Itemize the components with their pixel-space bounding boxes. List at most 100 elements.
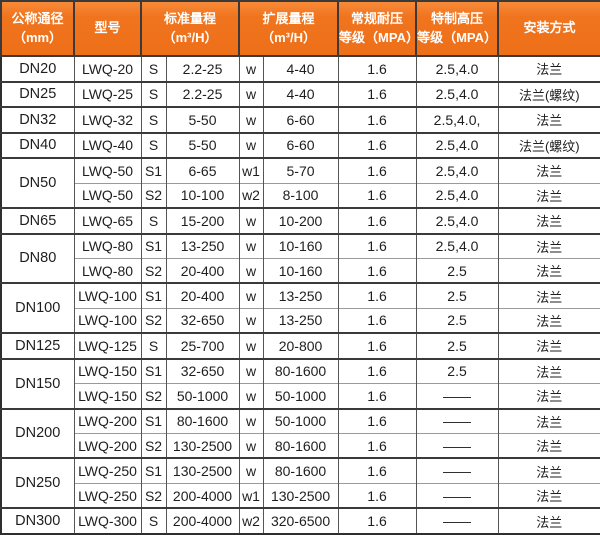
header-ext-line2: （m³/H） <box>261 29 316 45</box>
standard-range-cell: 13-250 <box>165 232 240 259</box>
nominal-diameter-cell: DN250 <box>0 457 75 509</box>
install-method-cell: 法兰 <box>497 482 600 509</box>
regular-pressure-cell: 1.6 <box>337 232 417 259</box>
table-row: LWQ-200 S2 130-2500 w 80-1600 1.6 —— 法兰 <box>1 432 600 459</box>
extended-range-label: w <box>238 232 264 259</box>
table-row: DN20 LWQ-20 S 2.2-25 w 4-40 1.6 2.5,4.0 法兰 <box>0 55 600 82</box>
high-pressure-cell: 2.5 <box>415 282 499 309</box>
model-cell: LWQ-100 <box>73 307 142 334</box>
regular-pressure-cell: 1.6 <box>337 457 417 484</box>
regular-pressure-cell: 1.6 <box>337 55 417 82</box>
standard-range-cell: 2.2-25 <box>165 55 240 82</box>
header-high-line2: 等级（MPA） <box>417 29 497 45</box>
install-method-cell: 法兰 <box>497 257 600 284</box>
regular-pressure-cell: 1.6 <box>337 80 417 108</box>
standard-range-label: S <box>140 206 167 234</box>
install-method-cell: 法兰 <box>497 157 600 184</box>
table-row: LWQ-150 S2 50-1000 w 50-1000 1.6 —— 法兰 <box>1 383 600 409</box>
table-row: LWQ-250 S2 200-4000 w1 130-2500 1.6 —— 法兰 <box>1 482 600 509</box>
standard-range-label: S2 <box>140 383 167 409</box>
install-method-cell: 法兰 <box>497 432 600 459</box>
standard-range-label: S <box>140 80 167 108</box>
extended-range-cell: 6-60 <box>262 131 339 159</box>
high-pressure-cell: 2.5,4.0 <box>415 157 499 184</box>
high-pressure-cell: 2.5,4.0 <box>415 232 499 259</box>
high-pressure-cell: —— <box>415 457 499 484</box>
model-cell: LWQ-200 <box>73 407 142 434</box>
standard-range-cell: 80-1600 <box>165 407 240 434</box>
extended-range-cell: 5-70 <box>262 157 339 184</box>
model-cell: LWQ-150 <box>73 357 142 384</box>
standard-range-label: S <box>140 507 167 534</box>
table-header: 公称通径 （mm） 型号 标准量程 （m³/H） 扩展量程 （m³/H） 常规耐… <box>0 0 600 57</box>
extended-range-cell: 6-60 <box>262 106 339 133</box>
install-method-cell: 法兰 <box>497 282 600 309</box>
install-method-cell: 法兰(螺纹) <box>497 131 600 159</box>
regular-pressure-cell: 1.6 <box>337 106 417 133</box>
header-std-line1: 标准量程 <box>164 10 217 26</box>
extended-range-cell: 320-6500 <box>262 507 339 534</box>
header-reg-line1: 常规耐压 <box>351 10 404 26</box>
standard-range-label: S1 <box>140 282 167 309</box>
model-cell: LWQ-100 <box>73 282 142 309</box>
header-dn-line1: 公称通径 <box>11 10 64 26</box>
table-row: DN25 LWQ-25 S 2.2-25 w 4-40 1.6 2.5,4.0 法兰(螺纹) <box>0 80 600 108</box>
standard-range-cell: 200-4000 <box>165 507 240 534</box>
header-regular-pressure: 常规耐压 等级（MPA） <box>337 0 418 57</box>
extended-range-cell: 50-1000 <box>262 407 339 434</box>
extended-range-label: w <box>238 106 264 133</box>
install-method-cell: 法兰 <box>497 507 600 534</box>
nominal-diameter-cell: DN40 <box>0 131 75 159</box>
standard-range-cell: 130-2500 <box>165 432 240 459</box>
nominal-diameter-cell: DN125 <box>0 332 75 359</box>
regular-pressure-cell: 1.6 <box>337 131 417 159</box>
standard-range-cell: 10-100 <box>165 182 240 208</box>
table-row: DN125 LWQ-125 S 25-700 w 20-800 1.6 2.5 法兰 <box>0 332 600 359</box>
extended-range-cell: 4-40 <box>262 80 339 108</box>
high-pressure-cell: 2.5 <box>415 307 499 334</box>
model-cell: LWQ-125 <box>73 332 142 359</box>
high-pressure-cell: —— <box>415 432 499 459</box>
header-standard-range: 标准量程 （m³/H） <box>139 0 241 57</box>
standard-range-label: S <box>140 131 167 159</box>
standard-range-label: S2 <box>140 482 167 509</box>
extended-range-cell: 50-1000 <box>262 383 339 409</box>
nominal-diameter-cell: DN80 <box>0 232 75 284</box>
table-row: LWQ-100 S2 32-650 w 13-250 1.6 2.5 法兰 <box>1 307 600 334</box>
high-pressure-cell: —— <box>415 383 499 409</box>
regular-pressure-cell: 1.6 <box>337 432 417 459</box>
high-pressure-cell: 2.5 <box>415 357 499 384</box>
standard-range-cell: 15-200 <box>165 206 240 234</box>
regular-pressure-cell: 1.6 <box>337 257 417 284</box>
regular-pressure-cell: 1.6 <box>337 157 417 184</box>
extended-range-cell: 10-200 <box>262 206 339 234</box>
install-method-cell: 法兰 <box>497 407 600 434</box>
nominal-diameter-cell: DN50 <box>0 157 75 208</box>
install-method-cell: 法兰 <box>497 457 600 484</box>
header-extended-range: 扩展量程 （m³/H） <box>238 0 340 57</box>
model-cell: LWQ-40 <box>73 131 142 159</box>
standard-range-cell: 20-400 <box>165 257 240 284</box>
extended-range-label: w <box>238 307 264 334</box>
header-install-method: 安装方式 <box>497 0 600 57</box>
high-pressure-cell: 2.5,4.0 <box>415 206 499 234</box>
extended-range-cell: 4-40 <box>262 55 339 82</box>
model-cell: LWQ-65 <box>73 206 142 234</box>
regular-pressure-cell: 1.6 <box>337 407 417 434</box>
extended-range-label: w <box>238 332 264 359</box>
standard-range-cell: 5-50 <box>165 106 240 133</box>
standard-range-label: S <box>140 106 167 133</box>
table-row: LWQ-80 S2 20-400 w 10-160 1.6 2.5 法兰 <box>1 257 600 284</box>
table-row: LWQ-50 S2 10-100 w2 8-100 1.6 2.5,4.0 法兰 <box>1 182 600 208</box>
extended-range-label: w2 <box>238 182 264 208</box>
regular-pressure-cell: 1.6 <box>337 206 417 234</box>
install-method-cell: 法兰 <box>497 307 600 334</box>
install-method-cell: 法兰 <box>497 383 600 409</box>
header-nominal-diameter: 公称通径 （mm） <box>0 0 75 57</box>
extended-range-label: w <box>238 357 264 384</box>
standard-range-label: S <box>140 55 167 82</box>
extended-range-cell: 8-100 <box>262 182 339 208</box>
high-pressure-cell: 2.5,4.0 <box>415 55 499 82</box>
model-cell: LWQ-200 <box>73 432 142 459</box>
